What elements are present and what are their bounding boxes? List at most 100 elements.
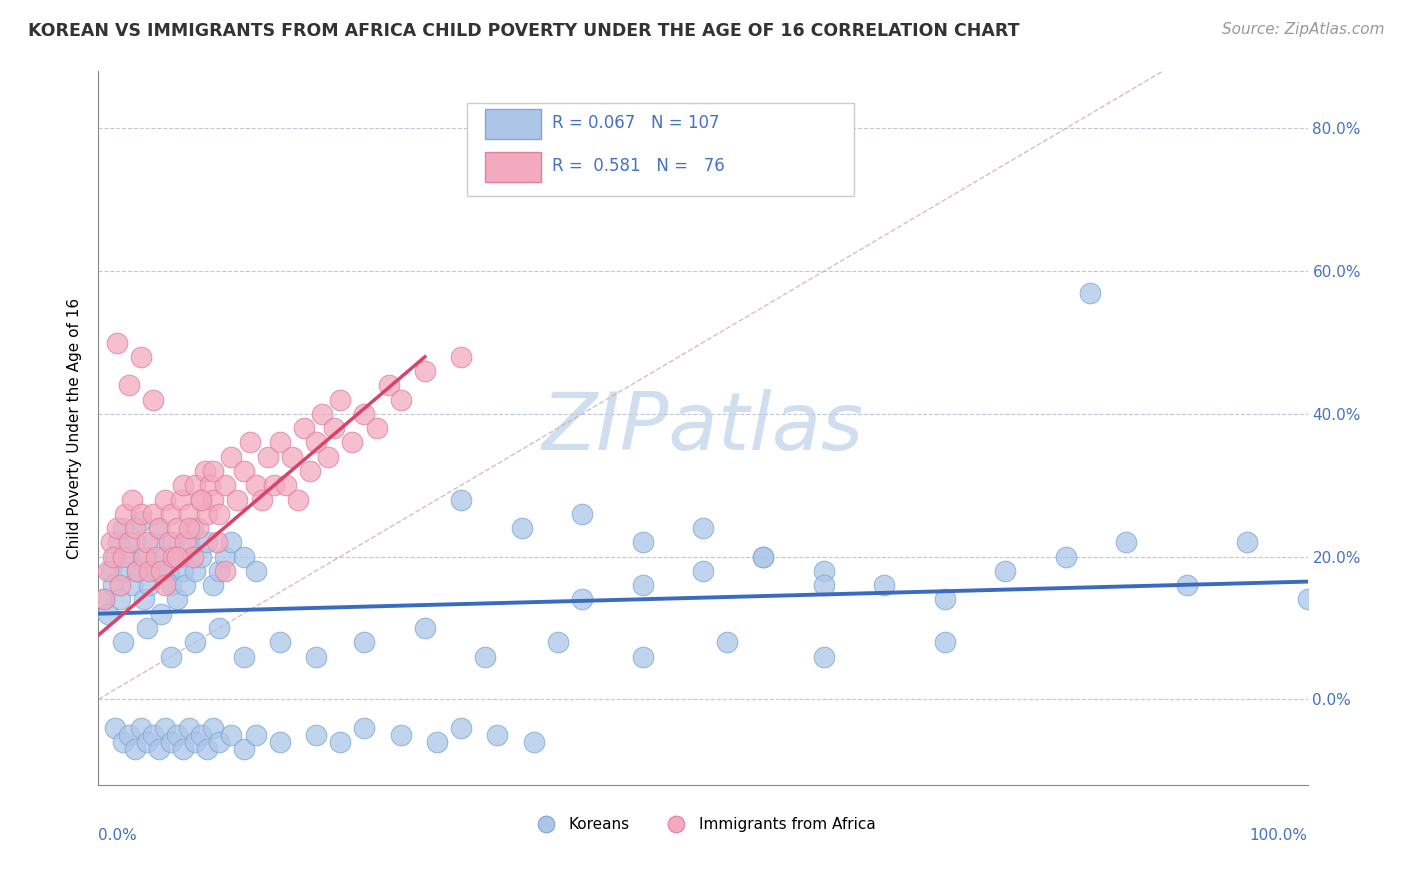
Point	[190, 492, 212, 507]
Point	[118, 378, 141, 392]
Point	[263, 478, 285, 492]
Point	[873, 578, 896, 592]
Point	[1054, 549, 1077, 564]
Point	[353, 635, 375, 649]
Point	[135, 535, 157, 549]
Point	[752, 549, 775, 564]
Point	[111, 735, 134, 749]
Point	[510, 521, 533, 535]
Point	[631, 578, 654, 592]
Point	[181, 521, 204, 535]
Point	[93, 592, 115, 607]
Point	[232, 464, 254, 478]
Point	[135, 735, 157, 749]
Point	[202, 492, 225, 507]
Point	[934, 635, 956, 649]
Point	[752, 549, 775, 564]
Point	[486, 728, 509, 742]
Point	[256, 450, 278, 464]
Point	[104, 549, 127, 564]
Point	[221, 450, 243, 464]
Point	[127, 564, 149, 578]
Point	[299, 464, 322, 478]
Point	[813, 649, 835, 664]
Point	[135, 621, 157, 635]
Point	[523, 735, 546, 749]
Point	[181, 549, 204, 564]
Point	[105, 335, 128, 350]
Point	[239, 435, 262, 450]
Point	[184, 735, 207, 749]
Point	[105, 521, 128, 535]
Point	[195, 535, 218, 549]
Point	[150, 564, 173, 578]
Point	[245, 478, 267, 492]
Point	[129, 721, 152, 735]
Point	[631, 535, 654, 549]
Point	[124, 742, 146, 756]
Point	[114, 507, 136, 521]
Point	[281, 450, 304, 464]
Point	[329, 735, 352, 749]
Point	[716, 635, 738, 649]
Point	[195, 507, 218, 521]
Point	[111, 549, 134, 564]
Point	[934, 592, 956, 607]
Point	[214, 549, 236, 564]
Point	[142, 535, 165, 549]
Point	[138, 564, 160, 578]
Point	[166, 592, 188, 607]
Point	[107, 535, 129, 549]
Point	[179, 507, 201, 521]
Point	[311, 407, 333, 421]
Point	[190, 728, 212, 742]
Point	[221, 728, 243, 742]
Point	[148, 521, 170, 535]
Point	[214, 478, 236, 492]
Point	[134, 549, 156, 564]
FancyBboxPatch shape	[485, 109, 541, 139]
Point	[232, 649, 254, 664]
Point	[172, 564, 194, 578]
Point	[174, 535, 197, 549]
Point	[153, 578, 176, 592]
Point	[157, 535, 180, 549]
Point	[269, 435, 291, 450]
Point	[305, 728, 328, 742]
Point	[1296, 592, 1319, 607]
Point	[194, 464, 217, 478]
Point	[169, 492, 191, 507]
Y-axis label: Child Poverty Under the Age of 16: Child Poverty Under the Age of 16	[67, 298, 83, 558]
Point	[571, 507, 593, 521]
Point	[97, 564, 120, 578]
Point	[190, 492, 212, 507]
Point	[100, 564, 122, 578]
Point	[214, 564, 236, 578]
Point	[118, 535, 141, 549]
Point	[162, 535, 184, 549]
Point	[226, 492, 249, 507]
Point	[153, 721, 176, 735]
Point	[250, 492, 273, 507]
Point	[135, 549, 157, 564]
Point	[389, 392, 412, 407]
Point	[353, 721, 375, 735]
Point	[202, 464, 225, 478]
Point	[160, 578, 183, 592]
Point	[389, 728, 412, 742]
Point	[202, 578, 225, 592]
Point	[198, 478, 221, 492]
Point	[121, 492, 143, 507]
Point	[148, 521, 170, 535]
Point	[426, 735, 449, 749]
Point	[232, 742, 254, 756]
Point	[129, 350, 152, 364]
Point	[160, 507, 183, 521]
Point	[571, 592, 593, 607]
Point	[118, 728, 141, 742]
Point	[142, 507, 165, 521]
Point	[316, 450, 339, 464]
Point	[692, 564, 714, 578]
Point	[169, 549, 191, 564]
Point	[111, 635, 134, 649]
